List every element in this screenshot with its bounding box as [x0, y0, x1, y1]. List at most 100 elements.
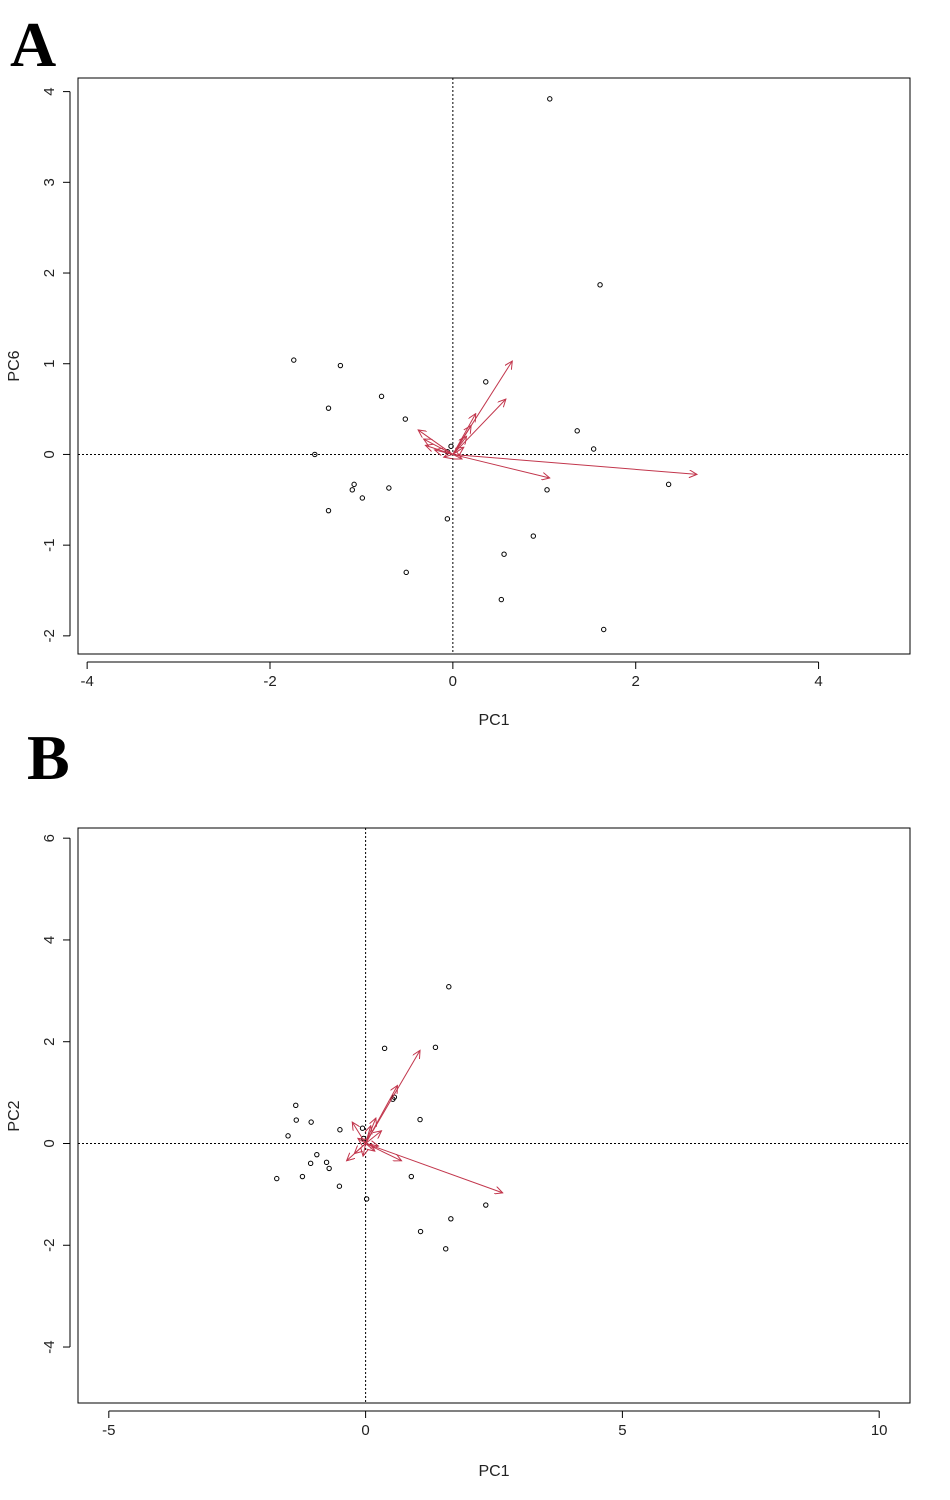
y-axis-title-b: PC2 — [6, 1100, 23, 1131]
data-point — [547, 96, 553, 102]
data-point — [314, 1151, 320, 1158]
data-point — [448, 1216, 454, 1222]
y-tick-label: -2 — [41, 629, 58, 642]
x-tick-label: 0 — [449, 673, 457, 690]
x-axis-title-a: PC1 — [478, 712, 509, 729]
loading-arrows-a — [418, 361, 697, 478]
data-point — [597, 282, 603, 288]
loading-arrow — [452, 454, 462, 459]
loading-arrow — [365, 1131, 382, 1144]
data-point — [444, 516, 451, 522]
loading-arrow — [452, 436, 467, 455]
panel-letter-a: A — [10, 9, 56, 80]
x-tick-label: -5 — [102, 1422, 115, 1439]
axis-ticks-b: -5 0 5 10 -4 -2 0 2 4 6 — [41, 834, 888, 1439]
data-point — [312, 451, 318, 458]
y-tick-label: -4 — [41, 1340, 58, 1353]
loading-arrow — [365, 1085, 398, 1144]
loading-arrow — [365, 1143, 503, 1192]
data-point — [432, 1044, 439, 1051]
axis-ticks-a: -4 -2 0 2 4 -2 -1 0 1 2 3 4 — [41, 87, 823, 690]
x-tick-label: -2 — [263, 673, 276, 690]
loading-arrow — [452, 453, 697, 474]
y-tick-label: 1 — [41, 360, 58, 368]
y-tick-label: 4 — [41, 936, 58, 944]
data-point — [285, 1133, 291, 1139]
loading-arrow — [418, 430, 454, 455]
data-point — [403, 569, 409, 576]
panel-b: B -5 0 5 10 -4 -2 0 2 4 6 PC1 PC2 — [6, 722, 911, 1480]
x-tick-label: 5 — [618, 1422, 626, 1439]
loading-arrow — [365, 1143, 402, 1160]
loading-arrow — [365, 1143, 379, 1146]
data-point — [498, 596, 505, 603]
y-tick-label: 0 — [41, 450, 58, 458]
loading-arrow — [358, 1138, 366, 1143]
data-point — [291, 357, 297, 363]
data-point — [336, 1183, 343, 1189]
y-tick-label: 6 — [41, 834, 58, 842]
loading-arrow — [363, 1143, 366, 1156]
data-point — [381, 1045, 388, 1052]
x-tick-label: 0 — [361, 1422, 369, 1439]
data-point — [483, 379, 489, 385]
y-tick-label: 0 — [41, 1139, 58, 1147]
loading-arrow — [366, 1126, 371, 1144]
x-axis-title-b: PC1 — [478, 1463, 509, 1480]
data-point — [337, 1127, 343, 1133]
data-point — [574, 428, 580, 434]
data-point — [448, 443, 454, 449]
data-point — [378, 393, 385, 400]
data-point — [351, 481, 357, 488]
data-point — [408, 1173, 415, 1180]
data-point — [417, 1116, 423, 1123]
data-point — [308, 1119, 314, 1125]
data-point — [293, 1117, 299, 1123]
y-tick-label: 3 — [41, 178, 58, 186]
data-point — [274, 1175, 280, 1182]
data-point — [501, 551, 507, 557]
y-tick-label: 2 — [41, 1038, 58, 1046]
data-point — [349, 487, 355, 493]
data-point — [446, 984, 452, 990]
data-point — [386, 485, 392, 491]
data-point — [299, 1173, 306, 1180]
data-point — [359, 495, 366, 501]
loading-arrow — [452, 399, 506, 455]
y-tick-label: -2 — [41, 1239, 58, 1252]
scatter-points-b — [274, 984, 489, 1252]
y-tick-label: 4 — [41, 87, 58, 95]
data-point — [293, 1102, 299, 1109]
data-point — [363, 1196, 370, 1202]
y-axis-title-a: PC6 — [6, 350, 23, 381]
data-point — [326, 1165, 332, 1172]
data-point — [601, 626, 607, 633]
data-point — [544, 487, 550, 493]
data-point — [483, 1202, 489, 1208]
loading-arrow — [352, 1122, 367, 1144]
panel-a: A -4 -2 0 2 4 -2 -1 0 1 2 3 4 PC1 PC6 — [6, 9, 911, 729]
loading-arrows-b — [347, 1050, 503, 1192]
reference-lines-b — [78, 828, 910, 1403]
plot-frame-b — [77, 827, 911, 1404]
data-point — [590, 446, 597, 452]
data-point — [307, 1160, 314, 1167]
data-point — [359, 1125, 366, 1131]
data-point — [417, 1228, 424, 1235]
panel-letter-b: B — [27, 722, 70, 793]
x-tick-label: 4 — [814, 673, 822, 690]
data-point — [665, 481, 672, 488]
plot-frame-a — [77, 77, 911, 655]
data-point — [325, 405, 332, 411]
data-point — [402, 416, 409, 422]
data-point — [337, 362, 344, 369]
reference-lines-a — [78, 78, 910, 654]
data-point — [443, 1246, 449, 1252]
x-tick-label: 2 — [632, 673, 640, 690]
y-tick-label: 2 — [41, 269, 58, 277]
loading-arrow — [452, 453, 550, 478]
loading-arrow — [444, 454, 453, 457]
data-point — [325, 507, 332, 514]
data-point — [530, 533, 537, 539]
